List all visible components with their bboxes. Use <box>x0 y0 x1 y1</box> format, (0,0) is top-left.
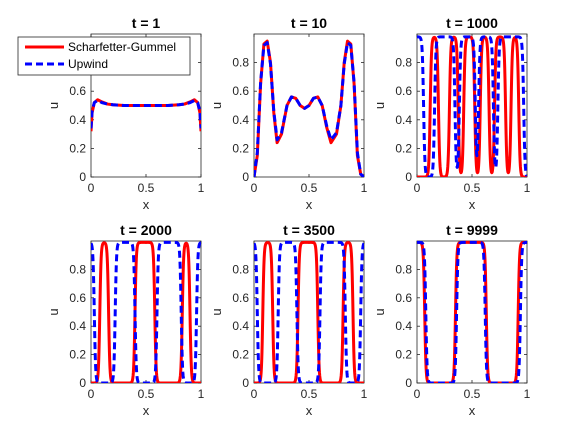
y-tick-label: 0.8 <box>69 262 86 276</box>
y-tick-label: 0.6 <box>232 84 249 98</box>
y-tick-label: 0.4 <box>69 319 86 333</box>
x-axis-label: x <box>143 403 150 418</box>
panel-6: 0 0.2 0.4 0.6 0.8 0 0.5 1 t = 9999 x u <box>372 222 531 418</box>
y-axis-label: u <box>209 102 224 109</box>
series-group <box>254 39 364 177</box>
y-tick-label: 0.8 <box>232 56 249 70</box>
series-group <box>417 240 527 383</box>
y-tick-label: 0.2 <box>232 348 249 362</box>
x-axis-label: x <box>469 197 476 212</box>
panel-title: t = 3500 <box>283 222 335 238</box>
series-line-upwind <box>91 98 201 129</box>
legend-label-upwind: Upwind <box>68 57 108 71</box>
axes-box <box>416 240 528 384</box>
panel-title: t = 1000 <box>446 15 498 31</box>
x-tick-label: 0.5 <box>464 181 481 195</box>
series-line-upwind <box>417 240 527 383</box>
y-tick-label: 0.4 <box>395 113 412 127</box>
series-line-upwind <box>254 240 364 383</box>
y-tick-label: 0.4 <box>232 319 249 333</box>
x-tick-label: 0 <box>414 181 421 195</box>
y-tick-label: 0.4 <box>232 113 249 127</box>
y-tick-label: 0.4 <box>395 319 412 333</box>
x-tick-label: 0.5 <box>301 181 318 195</box>
y-tick-label: 0.6 <box>395 84 412 98</box>
legend-box <box>17 36 191 76</box>
x-tick-label: 0 <box>251 387 258 401</box>
y-axis-label: u <box>209 308 224 315</box>
y-tick-label: 0 <box>242 170 249 184</box>
y-axis-label: u <box>46 308 61 315</box>
y-tick-label: 0 <box>79 376 86 390</box>
series-group <box>91 98 201 132</box>
legend: Scharfetter-Gummel Upwind <box>17 36 191 76</box>
y-tick-label: 0.8 <box>395 56 412 70</box>
y-tick-label: 0 <box>242 376 249 390</box>
panel-3: 0 0.2 0.4 0.6 0.8 0 0.5 1 t = 1000 x u <box>372 15 531 212</box>
series-line-scharfetter-gummel <box>91 240 201 383</box>
series-line-upwind <box>417 35 527 177</box>
y-tick-label: 0.6 <box>69 84 86 98</box>
x-tick-label: 1 <box>361 387 368 401</box>
x-tick-label: 0.5 <box>138 181 155 195</box>
y-tick-label: 0.4 <box>69 113 86 127</box>
series-group <box>417 35 527 177</box>
panel-5: 0 0.2 0.4 0.6 0.8 0 0.5 1 t = 3500 x u <box>209 222 368 418</box>
x-tick-label: 0 <box>88 181 95 195</box>
x-tick-label: 1 <box>198 387 205 401</box>
y-axis-label: u <box>372 308 387 315</box>
y-tick-label: 0.6 <box>395 291 412 305</box>
y-tick-label: 0.2 <box>395 348 412 362</box>
x-tick-label: 0 <box>88 387 95 401</box>
series-line-scharfetter-gummel <box>417 35 527 177</box>
y-axis-label: u <box>372 102 387 109</box>
y-tick-label: 0.2 <box>69 141 86 155</box>
y-axis-label: u <box>46 102 61 109</box>
y-tick-label: 0.8 <box>395 262 412 276</box>
y-tick-label: 0.2 <box>232 141 249 155</box>
y-tick-label: 0.2 <box>395 141 412 155</box>
x-tick-label: 1 <box>361 181 368 195</box>
y-tick-label: 0 <box>405 170 412 184</box>
panel-title: t = 1 <box>132 15 161 31</box>
y-tick-label: 0.2 <box>69 348 86 362</box>
x-tick-label: 1 <box>524 387 531 401</box>
panel-title: t = 2000 <box>120 222 172 238</box>
series-group <box>254 240 364 383</box>
x-axis-label: x <box>469 403 476 418</box>
y-tick-label: 0 <box>79 170 86 184</box>
y-tick-label: 0.6 <box>69 291 86 305</box>
legend-label-scharfetter-gummel: Scharfetter-Gummel <box>68 40 176 54</box>
x-tick-label: 1 <box>198 181 205 195</box>
x-axis-label: x <box>143 197 150 212</box>
x-tick-label: 0 <box>251 181 258 195</box>
panel-title: t = 9999 <box>446 222 498 238</box>
x-tick-label: 1 <box>524 181 531 195</box>
x-tick-label: 0.5 <box>464 387 481 401</box>
series-line-scharfetter-gummel <box>254 240 364 383</box>
x-tick-label: 0.5 <box>301 387 318 401</box>
x-tick-label: 0 <box>414 387 421 401</box>
x-axis-label: x <box>306 197 313 212</box>
series-line-upwind <box>254 41 364 177</box>
panel-4: 0 0.2 0.4 0.6 0.8 0 0.5 1 t = 2000 x u <box>46 222 205 418</box>
y-tick-label: 0.8 <box>232 262 249 276</box>
panel-2: 0 0.2 0.4 0.6 0.8 0 0.5 1 t = 10 x u <box>209 15 368 212</box>
x-tick-label: 0.5 <box>138 387 155 401</box>
y-tick-label: 0 <box>405 376 412 390</box>
series-group <box>91 240 201 383</box>
panel-title: t = 10 <box>291 15 327 31</box>
x-axis-label: x <box>306 403 313 418</box>
y-tick-label: 0.6 <box>232 291 249 305</box>
